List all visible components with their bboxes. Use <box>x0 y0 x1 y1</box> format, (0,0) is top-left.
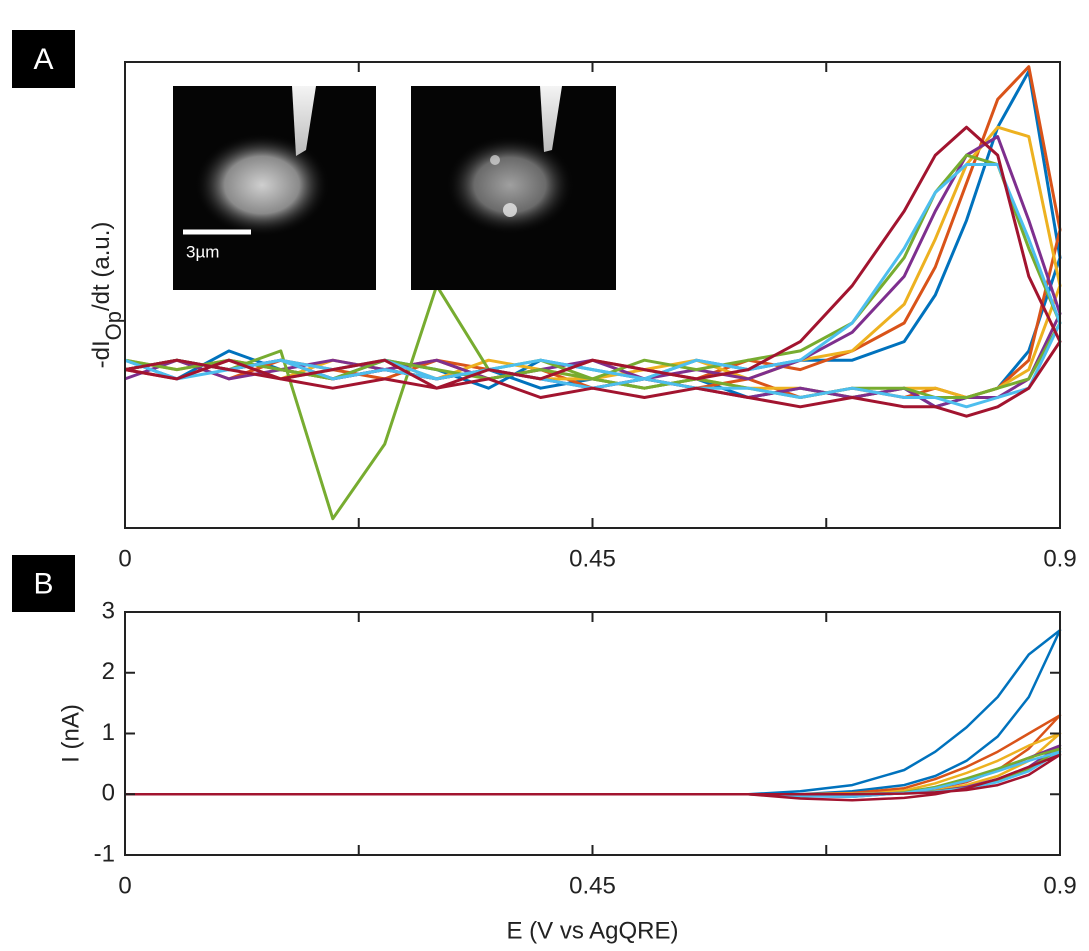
y-axis-label: -dIOp/dt (a.u.) <box>88 222 126 369</box>
x-tick-label: 0 <box>118 545 131 572</box>
data-line <box>125 747 1062 798</box>
y-axis-label-part: -dI <box>88 340 115 368</box>
y-tick-label: 0 <box>102 780 115 807</box>
x-axis-label: E (V vs AgQRE) <box>506 917 678 944</box>
y-axis-label-part: /dt (a.u.) <box>88 222 115 311</box>
data-line <box>125 750 1062 798</box>
x-tick-label: 0.9 <box>1043 872 1076 899</box>
y-tick-label: 2 <box>102 658 115 685</box>
inset-right <box>411 86 616 290</box>
y-tick-label: 1 <box>102 719 115 746</box>
scale-bar-label: 3µm <box>186 242 219 261</box>
x-tick-label: 0.45 <box>569 545 616 572</box>
y-tick-label: 3 <box>102 597 115 624</box>
x-tick-label: 0 <box>118 872 131 899</box>
panel-label-box <box>12 555 75 612</box>
data-line <box>125 628 1062 796</box>
plot-frame <box>124 611 1061 856</box>
data-line <box>125 732 1062 798</box>
inset-left <box>173 86 376 290</box>
y-tick-label: -1 <box>94 840 115 867</box>
y-axis-label: I (nA) <box>57 704 84 763</box>
data-line <box>125 714 1062 797</box>
x-tick-label: 0.9 <box>1043 545 1076 572</box>
panel-label: A <box>33 43 53 76</box>
panel-label: B <box>33 567 53 600</box>
panel-label-box <box>12 30 75 88</box>
y-axis-label-part: Op <box>101 311 126 340</box>
x-tick-label: 0.45 <box>569 872 616 899</box>
